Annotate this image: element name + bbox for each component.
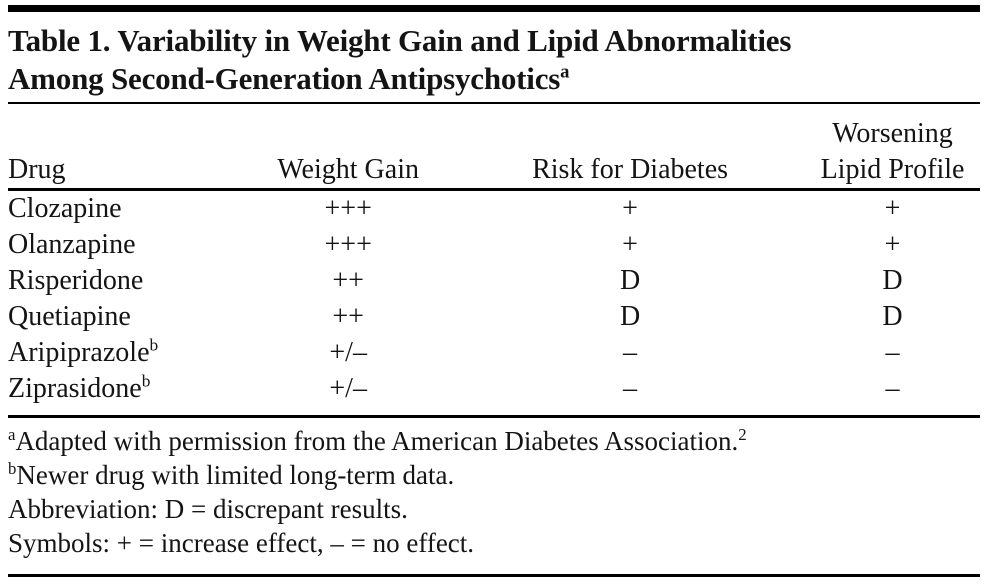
weight-gain-cell: +++ (324, 229, 372, 260)
title-divider-rule (8, 102, 980, 104)
footnote-abbreviation: Abbreviation: D = discrepant results. (8, 494, 408, 524)
drug-cell: Ziprasidoneb (8, 371, 242, 418)
header-weight-gain: Weight Gain (241, 104, 456, 191)
drug-cell: Clozapine (8, 193, 122, 224)
weight-gain-cell: +++ (324, 193, 372, 224)
lipid-profile-cell: + (884, 229, 901, 260)
header-risk-diabetes: Risk for Diabetes (455, 104, 806, 191)
weight-gain-cell: +/– (241, 371, 456, 418)
table-row: Risperidone ++ D D (8, 263, 980, 299)
risk-diabetes-cell: D (619, 265, 641, 296)
weight-gain-cell: ++ (332, 265, 364, 296)
table-row: Clozapine +++ + + (8, 190, 980, 228)
table-row: Ziprasidoneb +/– – – (8, 371, 980, 418)
footnote-marker: a (8, 425, 16, 444)
lipid-profile-cell: – (805, 371, 980, 418)
table-title-line2: Among Second-Generation Antipsychoticsa (8, 61, 570, 96)
header-lipid-line1: Worsening (832, 118, 953, 149)
table-header: Drug Weight Gain Risk for Diabetes Worse… (8, 104, 980, 191)
drug-cell: Risperidone (8, 265, 144, 296)
header-lipid-profile: Worsening Lipid Profile (805, 104, 980, 191)
table-title-line1: Table 1. Variability in Weight Gain and … (8, 23, 792, 58)
weight-gain-cell: ++ (332, 301, 364, 332)
antipsychotics-table: Drug Weight Gain Risk for Diabetes Worse… (8, 104, 980, 418)
lipid-profile-cell: D (882, 265, 903, 296)
header-lipid-line2: Lipid Profile (820, 154, 965, 185)
drug-cell: Olanzapine (8, 229, 136, 260)
table-title: Table 1. Variability in Weight Gain and … (8, 22, 980, 98)
footnote-symbols: Symbols: + = increase effect, – = no eff… (8, 528, 475, 558)
drug-superscript: b (141, 371, 151, 391)
title-superscript-a: a (560, 61, 570, 83)
risk-diabetes-cell: + (622, 229, 638, 260)
drug-cell: Aripiprazoleb (8, 335, 159, 368)
table-row: Olanzapine +++ + + (8, 227, 980, 263)
table-row: Aripiprazoleb +/– – – (8, 335, 980, 371)
header-drug: Drug (8, 104, 242, 191)
table-row: Quetiapine ++ D D (8, 299, 980, 335)
lipid-profile-cell: – (885, 337, 900, 368)
risk-diabetes-cell: + (622, 193, 638, 224)
drug-superscript: b (149, 335, 159, 355)
weight-gain-cell: +/– (329, 337, 367, 368)
risk-diabetes-cell: – (455, 371, 806, 418)
table-body: Clozapine +++ + + Olanzapine +++ + + Ris… (8, 190, 980, 418)
footnotes: aAdapted with permission from the Americ… (8, 418, 980, 560)
risk-diabetes-cell: – (623, 337, 638, 368)
drug-cell: Quetiapine (8, 301, 131, 332)
top-bar-rule (8, 5, 980, 12)
lipid-profile-cell: D (882, 301, 903, 332)
lipid-profile-cell: + (884, 193, 901, 224)
footnote-a: aAdapted with permission from the Americ… (8, 425, 747, 456)
risk-diabetes-cell: D (619, 301, 641, 332)
footnote-marker: b (8, 459, 17, 478)
footnote-reference-number: 2 (738, 425, 747, 444)
bottom-rule (8, 574, 980, 577)
footnote-b: bNewer drug with limited long-term data. (8, 459, 455, 490)
header-row: Drug Weight Gain Risk for Diabetes Worse… (8, 104, 980, 191)
